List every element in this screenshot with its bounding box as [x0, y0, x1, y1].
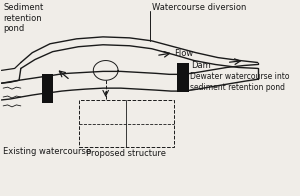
- Bar: [42, 74, 53, 103]
- Text: Sediment
retention
pond: Sediment retention pond: [3, 3, 43, 33]
- Text: Flow: Flow: [174, 49, 193, 58]
- Bar: [79, 100, 174, 147]
- Text: Proposed structure: Proposed structure: [86, 149, 166, 158]
- Text: Watercourse diversion: Watercourse diversion: [152, 3, 246, 12]
- Text: Existing watercourse: Existing watercourse: [3, 147, 91, 156]
- Bar: [177, 64, 189, 92]
- Text: Dam: Dam: [191, 61, 211, 70]
- Text: Dewater watercourse into
sediment retention pond: Dewater watercourse into sediment retent…: [190, 72, 289, 93]
